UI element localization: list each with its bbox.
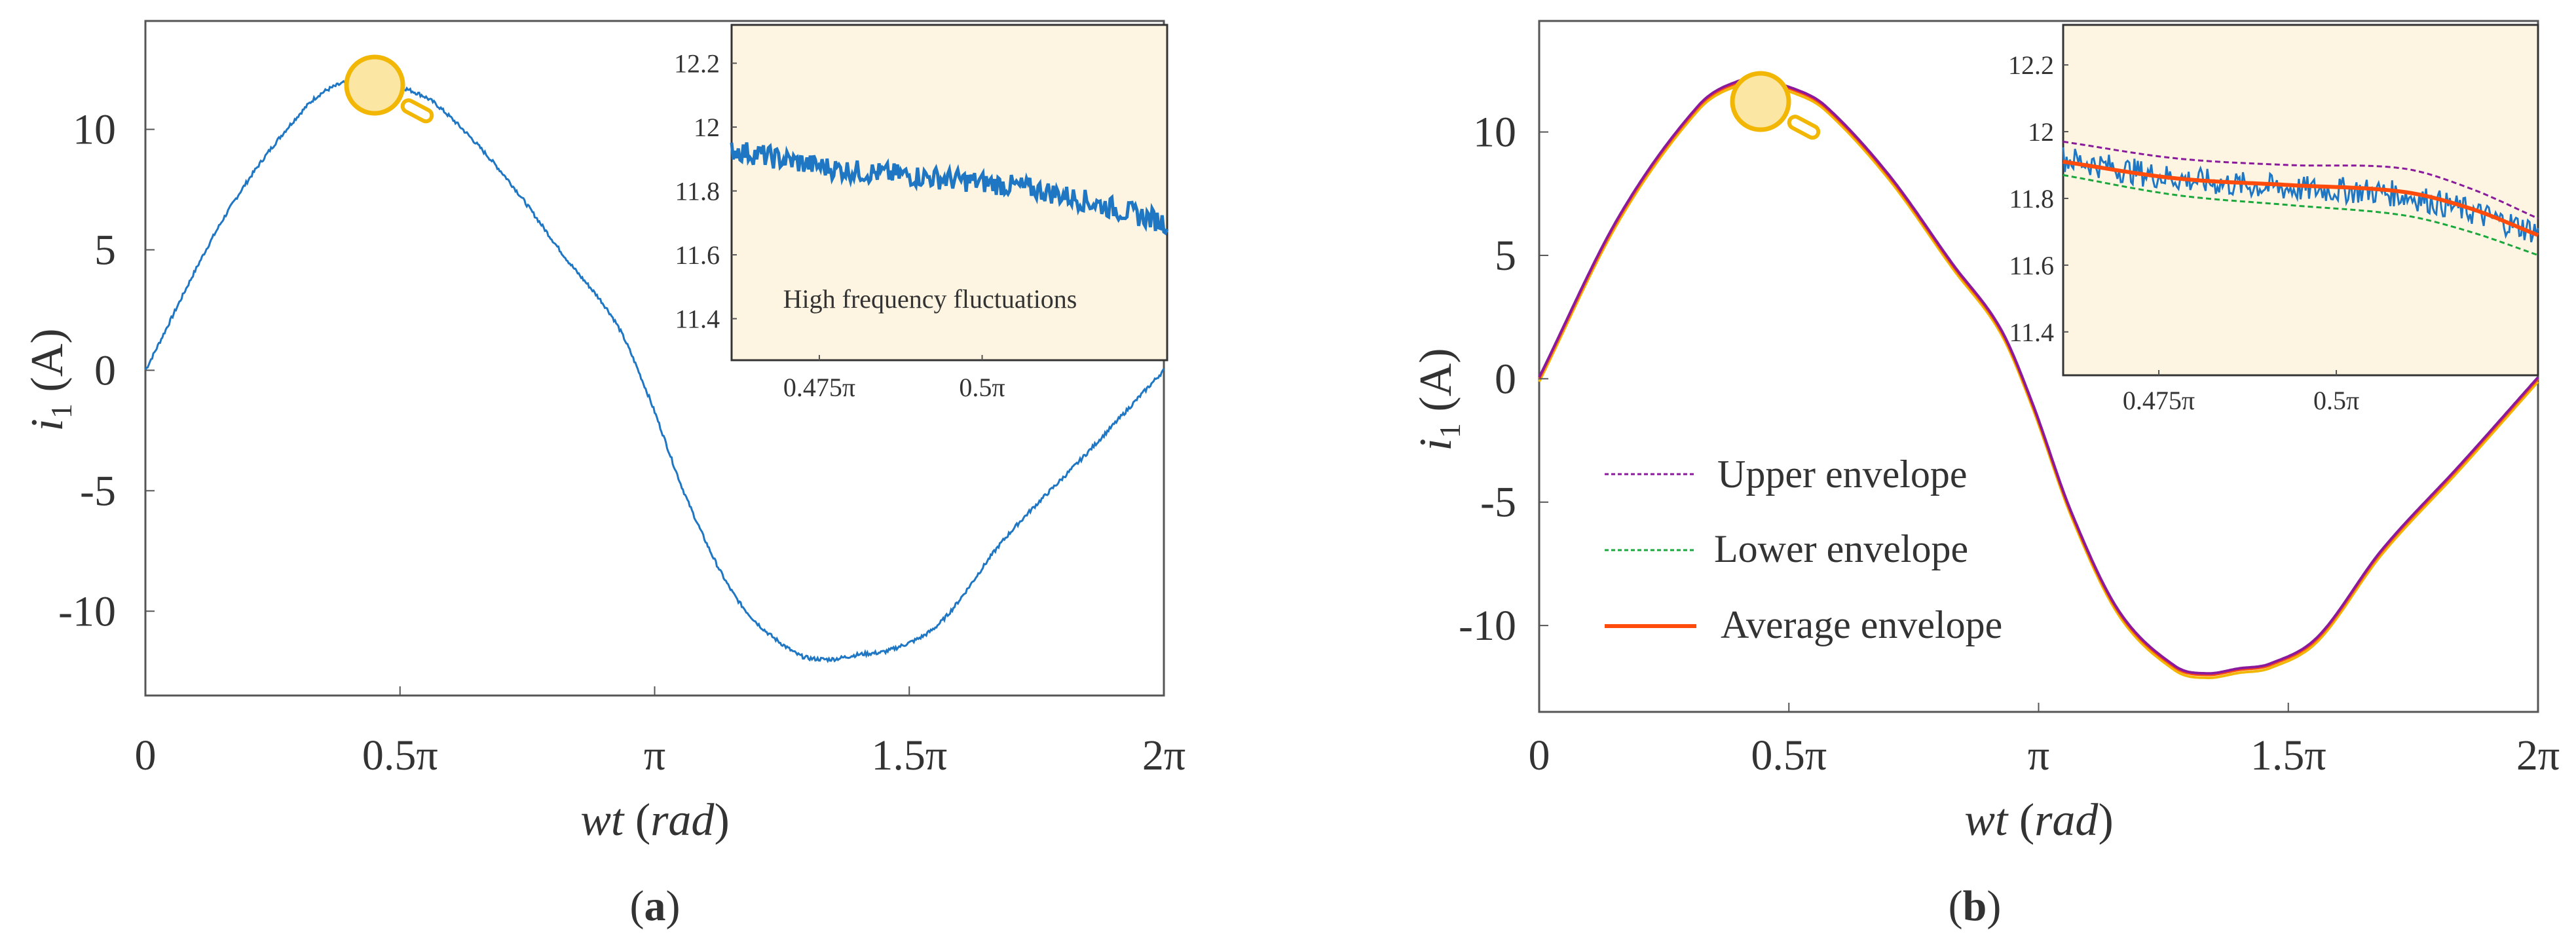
panel-b-inset-y-tick-label: 11.8 <box>2009 184 2054 214</box>
magnifier-handle <box>400 98 434 124</box>
panel-a-x-tick-label: 1.5π <box>871 732 947 779</box>
panel-a-y-tick-label: 0 <box>94 346 116 394</box>
legend-label-lower: Lower envelope <box>1714 527 1968 570</box>
panel-b-label: (b) <box>1949 882 2002 930</box>
panel-a-y-tick-label: 10 <box>73 106 116 154</box>
panel-b-inset-y-tick-labels: 12.2 12 11.8 11.6 11.4 <box>2008 50 2068 347</box>
magnifier-lens <box>1730 71 1791 132</box>
legend-item-upper-envelope: Upper envelope <box>1605 453 1968 496</box>
panel-b-inset-y-tick-label: 11.4 <box>2009 318 2054 347</box>
panel-a-inset-y-tick-label: 12.2 <box>674 49 720 79</box>
panel-b-x-tick-label: 0 <box>1529 732 1550 779</box>
panel-a-inset-y-tick-label: 11.6 <box>675 240 720 270</box>
panel-b-y-tick-label: -5 <box>1480 479 1516 527</box>
panel-a-x-tick-label: 0.5π <box>362 732 438 779</box>
panel-b-inset-y-tick-label: 12.2 <box>2008 50 2054 80</box>
panel-b-y-tick-labels: 10 5 0 -5 -10 <box>1459 109 1548 650</box>
panel-a-x-tick-label: π <box>644 732 665 779</box>
panel-b-inset-upper-envelope <box>2063 140 2539 219</box>
panel-b-tick-marks <box>1539 703 2539 712</box>
panel-a-inset-x-tick-label: 0.5π <box>959 373 1005 402</box>
panel-b-x-tick-label: 2π <box>2516 732 2560 779</box>
panel-a-y-tick-labels: 10 5 0 -5 -10 <box>58 106 155 635</box>
panel-b-chart: 10 5 0 -5 -10 0 0.5π π 1.5π 2π 12.2 12 11.8 11.6 11.… <box>1411 20 2560 930</box>
legend-label-average: Average envelope <box>1721 603 2002 646</box>
panel-b-inset-x-tick-label: 0.5π <box>2313 386 2359 415</box>
panel-b-x-axis-label: wt (rad) <box>1964 795 2114 845</box>
panel-b-inset-lower-envelope <box>2063 174 2539 257</box>
panel-b-x-tick-labels: 0 0.5π π 1.5π 2π <box>1529 732 2560 779</box>
panel-b-inset-y-tick-label: 11.6 <box>2009 251 2054 280</box>
panel-b-y-axis-label: i1 (A) <box>1411 348 1466 451</box>
panel-a-inset-x-tick-label: 0.475π <box>783 373 855 402</box>
panel-a-y-axis-label: i1 (A) <box>22 328 78 431</box>
panel-a-x-tick-label: 2π <box>1142 732 1185 779</box>
panel-a-magnifier-icon <box>344 54 434 124</box>
panel-b-x-tick-label: π <box>2028 732 2049 779</box>
panel-b-y-tick-label: 10 <box>1473 109 1516 157</box>
panel-b-x-tick-label: 0.5π <box>1751 732 1827 779</box>
panel-b-legend: Upper envelope Lower envelope Average en… <box>1605 453 2002 646</box>
panel-a-x-axis-label: wt (rad) <box>580 795 730 845</box>
panel-a-inset-y-tick-label: 11.8 <box>675 177 720 206</box>
panel-a-y-tick-label: -10 <box>58 587 116 635</box>
panel-a-inset-y-tick-labels: 12.2 12 11.8 11.6 11.4 <box>674 49 737 334</box>
legend-item-lower-envelope: Lower envelope <box>1605 527 1968 570</box>
panel-a-x-tick-labels: 0 0.5π π 1.5π 2π <box>135 732 1186 779</box>
panel-a-inset-x-tick-labels: 0.475π 0.5π <box>783 355 1005 402</box>
panel-a-chart: 10 5 0 -5 -10 0 0.5π π 1.5π 2π 12.2 12 11.8 11.6 11.… <box>22 20 1186 930</box>
legend-item-average-envelope: Average envelope <box>1605 603 2002 646</box>
panel-a-y-tick-label: 5 <box>94 226 116 274</box>
panel-b-inset-frame <box>2062 24 2539 377</box>
panel-b-inset: 12.2 12 11.8 11.6 11.4 0.475π 0.5π <box>2008 24 2539 415</box>
panel-a-tick-marks <box>145 686 1165 696</box>
panel-b-upper-envelope-line <box>1538 78 2539 675</box>
panel-b-magnifier-icon <box>1730 71 1821 140</box>
panel-b-y-tick-label: 0 <box>1495 355 1516 403</box>
panel-a-inset: 12.2 12 11.8 11.6 11.4 0.475π 0.5π High frequ… <box>674 24 1169 402</box>
panel-a-inset-y-tick-label: 12 <box>694 113 720 142</box>
panel-a-inset-y-tick-label: 11.4 <box>675 305 720 334</box>
panel-a-inset-frame <box>730 24 1168 362</box>
panel-b-inset-x-tick-labels: 0.475π 0.5π <box>2123 370 2359 415</box>
magnifier-handle <box>1787 115 1821 140</box>
panel-a-label: (a) <box>630 882 681 930</box>
magnifier-lens <box>344 54 405 116</box>
panel-b-inset-average-envelope <box>2063 159 2539 237</box>
panel-a-signal-line <box>144 76 1165 663</box>
panel-b-inset-y-tick-label: 12 <box>2028 117 2054 147</box>
panel-a-y-tick-label: -5 <box>80 467 116 515</box>
panel-a-x-tick-label: 0 <box>135 732 157 779</box>
panel-b-y-tick-label: -10 <box>1459 602 1516 650</box>
panel-b-x-tick-label: 1.5π <box>2250 732 2326 779</box>
legend-label-upper: Upper envelope <box>1717 453 1968 496</box>
panel-b-y-tick-label: 5 <box>1495 232 1516 280</box>
panel-a-inset-annotation: High frequency fluctuations <box>783 284 1077 314</box>
panel-a-inset-signal-line <box>730 142 1169 236</box>
panel-b-inset-x-tick-label: 0.475π <box>2123 386 2195 415</box>
